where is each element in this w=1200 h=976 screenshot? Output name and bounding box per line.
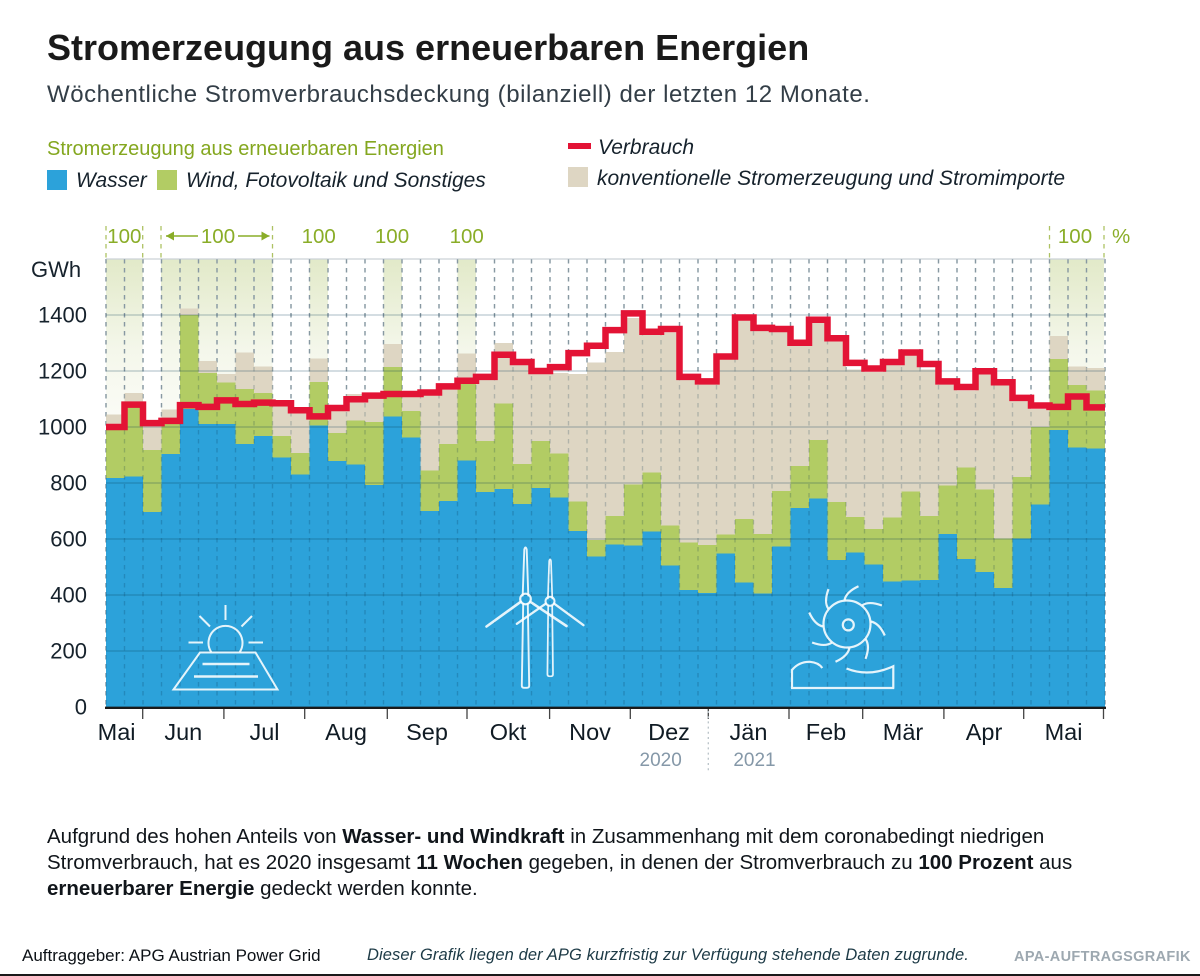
svg-text:600: 600 <box>50 527 87 552</box>
svg-text:100: 100 <box>1058 225 1092 248</box>
svg-text:Mai: Mai <box>1045 719 1083 745</box>
svg-text:Jän: Jän <box>730 719 768 745</box>
svg-text:Okt: Okt <box>490 719 527 745</box>
svg-text:100: 100 <box>201 225 235 248</box>
svg-text:Apr: Apr <box>966 719 1003 745</box>
svg-text:100: 100 <box>302 225 336 248</box>
svg-text:Nov: Nov <box>569 719 611 745</box>
svg-text:Mai: Mai <box>98 719 136 745</box>
svg-text:GWh: GWh <box>31 257 81 282</box>
svg-text:800: 800 <box>50 471 87 496</box>
svg-text:2020: 2020 <box>640 750 682 771</box>
svg-text:0: 0 <box>75 695 87 720</box>
svg-text:200: 200 <box>50 639 87 664</box>
svg-text:Jun: Jun <box>164 719 202 745</box>
svg-text:100: 100 <box>450 225 484 248</box>
svg-text:Sep: Sep <box>406 719 448 745</box>
svg-text:400: 400 <box>50 583 87 608</box>
svg-text:Dez: Dez <box>648 719 690 745</box>
svg-text:1000: 1000 <box>38 415 87 440</box>
svg-text:%: % <box>1112 225 1130 248</box>
svg-text:100: 100 <box>375 225 409 248</box>
svg-text:100: 100 <box>107 225 141 248</box>
svg-text:Feb: Feb <box>806 719 847 745</box>
svg-text:2021: 2021 <box>733 750 775 771</box>
svg-text:1200: 1200 <box>38 359 87 384</box>
svg-text:Mär: Mär <box>883 719 924 745</box>
svg-text:Jul: Jul <box>249 719 279 745</box>
svg-text:1400: 1400 <box>38 303 87 328</box>
svg-text:Aug: Aug <box>325 719 367 745</box>
